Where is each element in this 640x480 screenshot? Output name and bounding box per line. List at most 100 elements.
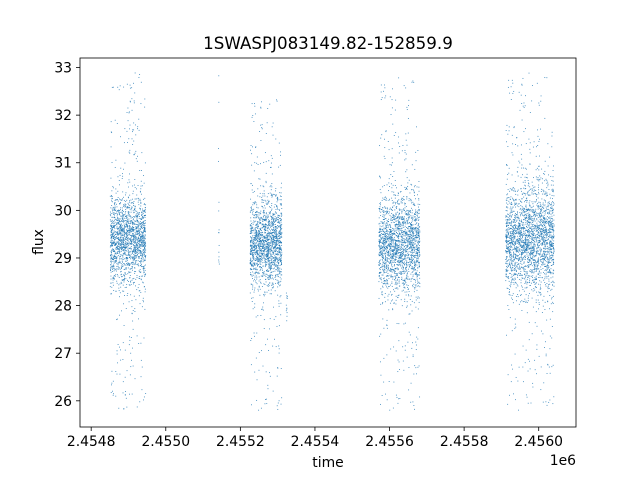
data-point — [256, 258, 258, 260]
data-point — [112, 187, 114, 189]
data-point — [398, 252, 400, 253]
data-point — [136, 232, 138, 234]
data-point — [129, 374, 131, 376]
data-point — [418, 365, 420, 367]
data-point — [129, 336, 130, 338]
data-point — [112, 222, 113, 224]
data-point — [395, 394, 397, 396]
data-point — [276, 242, 277, 244]
data-point — [136, 244, 138, 246]
data-point — [123, 231, 125, 233]
data-point — [132, 223, 134, 225]
data-point — [385, 199, 387, 201]
data-point — [250, 248, 252, 250]
data-point — [120, 227, 122, 229]
data-point — [127, 214, 129, 216]
data-point — [267, 388, 269, 390]
data-point — [399, 249, 401, 251]
data-point — [417, 260, 419, 262]
data-point — [412, 271, 414, 273]
data-point — [250, 364, 252, 366]
data-point — [130, 242, 132, 244]
data-point — [114, 278, 115, 280]
data-point — [384, 87, 386, 89]
data-point — [251, 247, 253, 249]
data-point — [265, 246, 266, 248]
data-point — [268, 234, 270, 236]
data-point — [253, 240, 255, 242]
data-point — [280, 192, 282, 194]
data-point — [269, 242, 271, 244]
data-point — [252, 247, 254, 249]
data-point — [112, 229, 113, 231]
data-point — [253, 249, 255, 251]
data-point — [394, 201, 396, 203]
data-point — [270, 218, 272, 220]
data-point — [380, 215, 382, 216]
data-point — [278, 209, 280, 210]
data-point — [280, 268, 282, 270]
data-point — [143, 175, 145, 177]
data-point — [135, 249, 137, 251]
data-point — [417, 255, 419, 257]
data-point — [127, 107, 129, 109]
data-point — [133, 220, 135, 222]
data-point — [110, 224, 112, 226]
data-point — [111, 198, 113, 200]
data-point — [398, 233, 400, 235]
data-point — [267, 276, 269, 278]
data-point — [122, 254, 124, 256]
data-point — [111, 262, 112, 264]
data-point — [134, 186, 136, 188]
data-point — [281, 212, 283, 214]
data-point — [257, 272, 259, 274]
data-point — [257, 244, 259, 246]
data-point — [111, 230, 113, 232]
data-point — [273, 264, 275, 266]
data-point — [260, 249, 262, 251]
data-point — [140, 261, 141, 263]
data-point — [390, 229, 392, 231]
data-point — [396, 220, 398, 222]
data-point — [134, 255, 136, 257]
data-point — [127, 232, 129, 234]
data-point — [129, 84, 131, 86]
data-point — [268, 200, 270, 202]
data-point — [390, 240, 392, 242]
data-point — [397, 236, 399, 238]
data-point — [138, 222, 140, 224]
data-point — [135, 220, 137, 222]
data-point — [253, 190, 255, 192]
data-point — [394, 215, 396, 217]
data-point — [277, 281, 279, 283]
data-point — [409, 213, 411, 215]
data-point — [131, 262, 133, 263]
data-point — [120, 201, 122, 203]
data-point — [399, 271, 401, 273]
data-point — [389, 211, 390, 213]
data-point — [133, 234, 135, 236]
data-point — [259, 263, 261, 265]
data-point — [269, 256, 271, 258]
data-point — [279, 270, 281, 272]
data-point — [135, 214, 137, 216]
data-point — [383, 241, 385, 243]
data-point — [273, 238, 275, 240]
data-point — [378, 244, 380, 246]
data-point — [267, 216, 269, 218]
data-point — [142, 299, 144, 301]
data-point — [256, 276, 258, 278]
data-point — [133, 140, 135, 142]
data-point — [409, 198, 411, 200]
data-point — [267, 227, 269, 229]
data-point — [418, 263, 420, 265]
data-point — [410, 273, 412, 275]
data-point — [266, 255, 268, 257]
data-point — [280, 215, 282, 217]
data-point — [259, 223, 261, 225]
data-point — [143, 228, 145, 230]
data-point — [272, 237, 274, 239]
data-point — [138, 257, 140, 259]
data-point — [118, 242, 120, 244]
data-point — [277, 367, 279, 369]
